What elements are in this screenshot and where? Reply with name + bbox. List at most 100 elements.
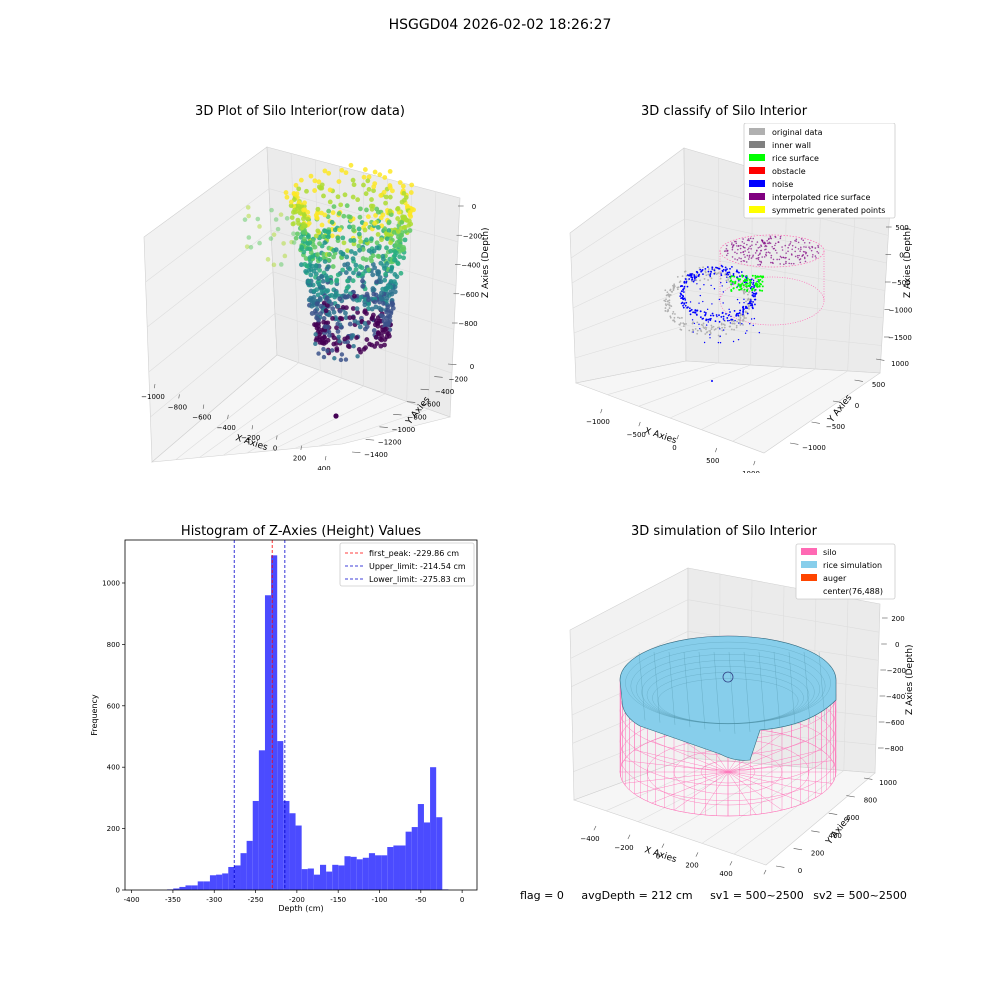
data-point [382, 266, 387, 271]
legend-swatch [749, 141, 765, 148]
data-point [350, 278, 356, 284]
data-point [375, 330, 381, 336]
data-point [351, 343, 356, 349]
original-point [712, 325, 715, 328]
noise-point [752, 301, 754, 303]
data-point [408, 214, 414, 219]
noise-point [736, 269, 738, 272]
panel1-x-ticks: −1000−800 −600 −400 −200 0 200 400 [141, 383, 331, 470]
data-point [370, 286, 376, 291]
data-point [380, 212, 386, 218]
noise-point [729, 319, 731, 322]
noise-point [756, 280, 758, 283]
noise-point [735, 270, 738, 273]
data-point [324, 277, 330, 283]
histogram-bar [381, 855, 388, 890]
rice-surface-point [742, 279, 745, 282]
grid-line [669, 366, 784, 419]
interpolated-point [739, 244, 742, 247]
data-point [357, 247, 362, 253]
data-point [386, 219, 392, 225]
original-point [703, 278, 706, 280]
p1-y-tick-mark [393, 413, 402, 416]
data-point [387, 208, 393, 214]
noise-point [680, 302, 683, 305]
interpolated-point [747, 238, 750, 240]
noise-point [681, 294, 684, 297]
grid-line [733, 770, 845, 855]
data-point [353, 267, 359, 272]
noise-point [707, 321, 710, 323]
data-point [358, 294, 364, 300]
data-point [378, 343, 384, 349]
original-point [691, 280, 693, 283]
noise-point [749, 323, 751, 325]
legend-label: noise [772, 180, 793, 189]
data-point [374, 279, 380, 285]
p1-y-tick-label: −1200 [378, 438, 402, 446]
legend-label: obstacle [772, 167, 806, 176]
rice-surface-point [745, 275, 748, 278]
noise-point [705, 312, 707, 314]
interpolated-point [777, 241, 780, 243]
data-point [374, 321, 380, 326]
histogram-x-label: Depth (cm) [278, 904, 323, 913]
noise-point [736, 312, 738, 315]
data-point [398, 270, 404, 276]
interpolated-point [802, 250, 805, 253]
data-point [340, 267, 346, 273]
interpolated-point [770, 256, 772, 259]
interpolated-point [794, 239, 796, 242]
data-point [271, 262, 277, 268]
panel2-y-ticks: 1000 500 0 −500 −1000 [789, 358, 909, 452]
grid-line [570, 599, 689, 659]
silo-floor-spoke [634, 771, 729, 795]
sv2-value: sv2 = 500~2500 [813, 889, 907, 902]
rice-surface-point [761, 280, 764, 283]
legend-label: rice simulation [823, 561, 882, 570]
p1-y-tick-mark [420, 388, 429, 391]
original-point [702, 266, 704, 269]
noise-point [737, 338, 740, 341]
original-point [739, 322, 742, 325]
noise-point [713, 272, 716, 275]
data-point [308, 173, 314, 179]
noise-point [739, 309, 742, 312]
noise-point [709, 317, 712, 320]
data-point [371, 188, 376, 194]
noise-point [717, 267, 720, 270]
original-point [673, 316, 676, 319]
interpolated-point [764, 248, 766, 251]
noise-point [702, 300, 704, 303]
interpolated-point [768, 242, 770, 245]
legend-swatch [749, 180, 765, 187]
panel4-chart: −400 −200 0 200 400 600 0 200 400 600 800 1000 200… [569, 543, 915, 880]
interpolated-point [803, 241, 806, 244]
interpolated-point [817, 244, 819, 247]
silo-floor-spoke [634, 749, 729, 773]
p1-x-tick-mark [227, 414, 229, 420]
data-point [344, 254, 350, 260]
noise-point [731, 283, 734, 285]
data-point [335, 329, 341, 334]
data-point [333, 413, 339, 419]
noise-point [721, 285, 723, 287]
silo-floor-spoke [651, 771, 729, 804]
noise-point [689, 301, 692, 303]
interpolated-point [785, 262, 787, 265]
interpolated-point [751, 244, 753, 246]
data-point [389, 291, 395, 297]
data-point [387, 169, 393, 174]
data-point [310, 254, 315, 259]
p1-y-tick-label: 0 [470, 363, 474, 371]
noise-point [712, 314, 715, 317]
data-point [372, 221, 377, 226]
interpolated-point [803, 246, 805, 248]
data-point [360, 278, 365, 284]
noise-point [682, 304, 684, 307]
noise-point [716, 315, 718, 318]
p4-z-tick-label: −400 [886, 693, 905, 701]
data-point [378, 193, 384, 198]
histogram-frame [124, 539, 478, 891]
interpolated-point [817, 252, 820, 254]
